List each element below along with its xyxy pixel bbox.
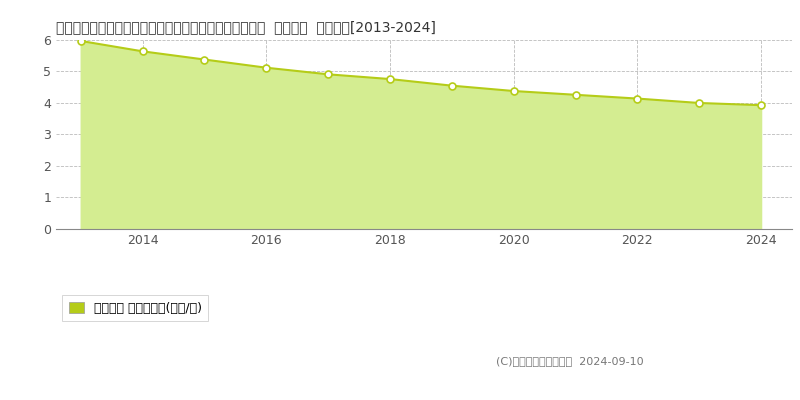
Point (693, 100, 706, 106)
Point (136, 48, 149, 54)
Point (198, 56, 211, 63)
Text: (C)土地価格ドットコム  2024-09-10: (C)土地価格ドットコム 2024-09-10 (496, 356, 644, 366)
Point (260, 64, 273, 71)
Point (569, 92, 582, 98)
Text: 鹿児島県熊毛郡南種子町中之上字橋口３０１９番１外内  地価公示  地価推移[2013-2024]: 鹿児島県熊毛郡南種子町中之上字橋口３０１９番１外内 地価公示 地価推移[2013… (56, 21, 436, 35)
Point (446, 82, 458, 89)
Point (631, 95, 644, 102)
Point (74, 38, 87, 44)
Point (322, 71, 334, 78)
Legend: 地価公示 平均坪単価(万円/坪): 地価公示 平均坪単価(万円/坪) (62, 296, 208, 321)
Point (383, 76, 396, 82)
Point (507, 88, 520, 94)
Point (754, 102, 767, 108)
